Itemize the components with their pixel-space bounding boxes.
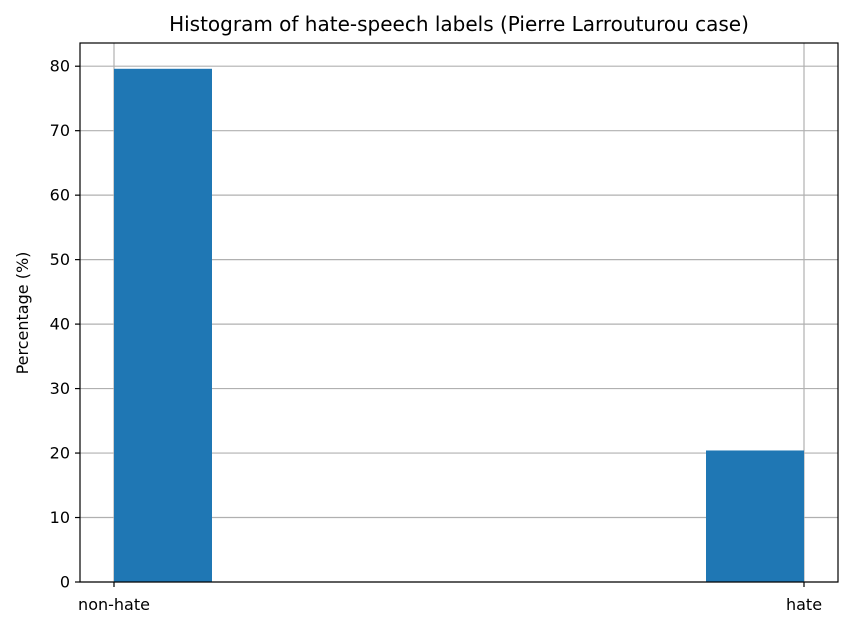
y-tick-label: 60: [50, 186, 70, 205]
x-axis-ticks: non-hate hate: [78, 582, 822, 614]
y-tick-label: 10: [50, 508, 70, 527]
plot-frame: [79, 42, 839, 583]
bar-hate: [706, 450, 804, 582]
y-tick-label: 70: [50, 121, 70, 140]
y-tick-label: 80: [50, 57, 70, 76]
x-tick-label: hate: [786, 595, 822, 614]
bars: [114, 68, 804, 582]
y-tick-label: 40: [50, 315, 70, 334]
bar-non-hate: [114, 68, 212, 582]
y-tick-label: 30: [50, 379, 70, 398]
y-tick-label: 20: [50, 444, 70, 463]
y-tick-label: 0: [60, 573, 70, 592]
x-tick-label: non-hate: [78, 595, 150, 614]
y-axis-label: Percentage (%): [13, 252, 32, 375]
chart-title: Histogram of hate-speech labels (Pierre …: [169, 12, 749, 36]
y-tick-label: 50: [50, 250, 70, 269]
y-axis-ticks: 0 10 20 30 40 50 60 70 80: [50, 57, 80, 592]
